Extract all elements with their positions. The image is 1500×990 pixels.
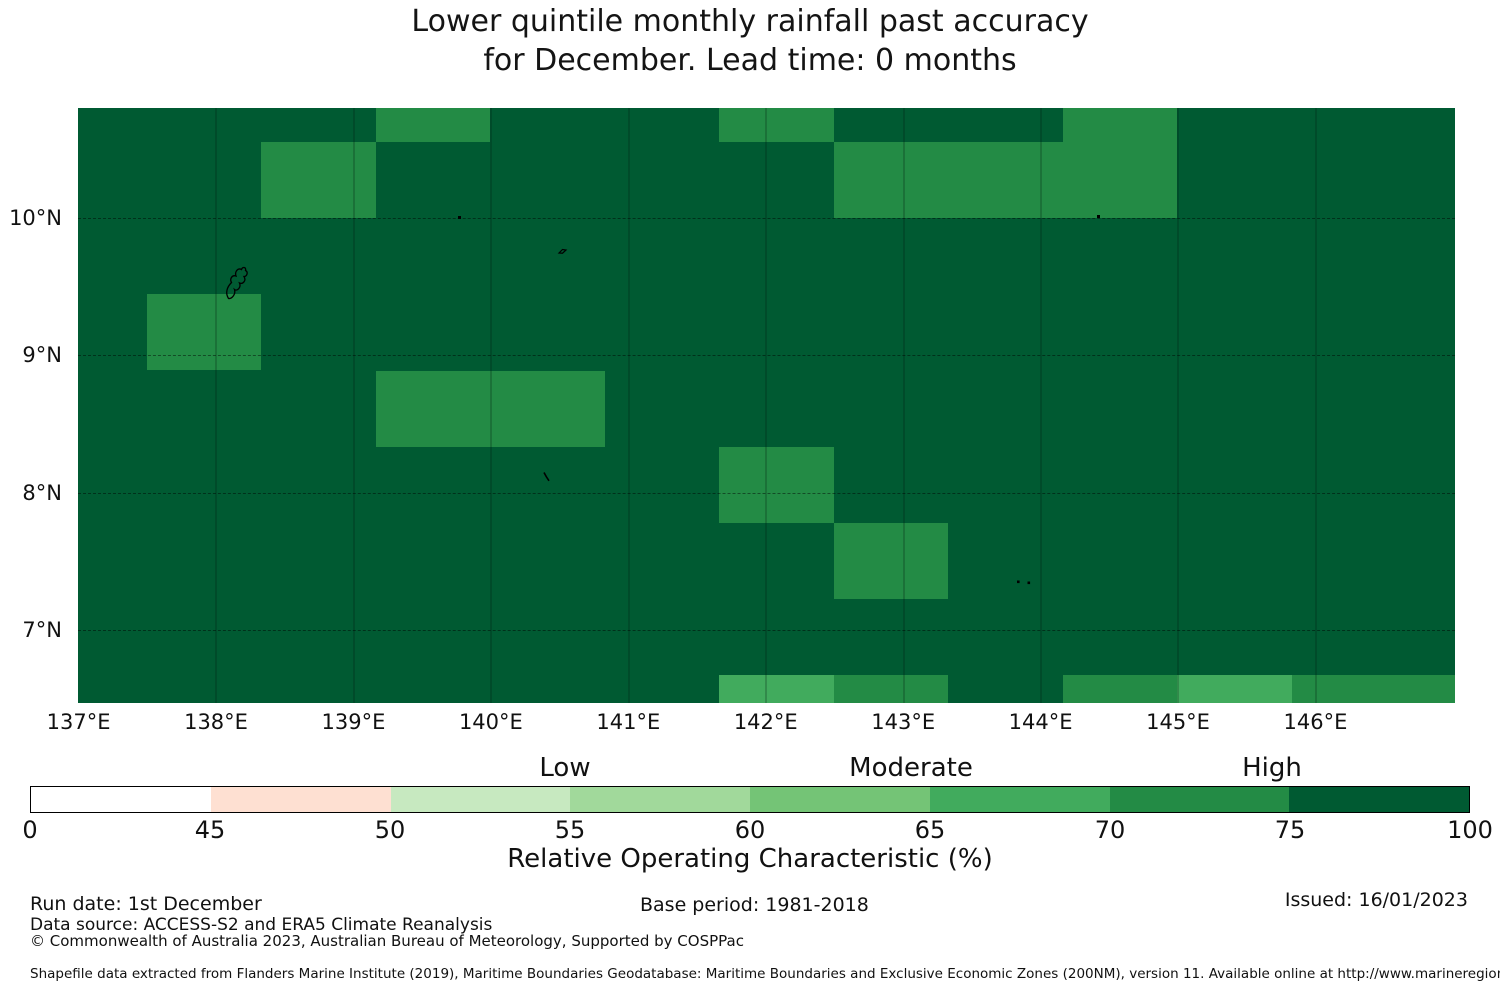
- palau-islands-outline: [226, 266, 248, 300]
- copyright-text: © Commonwealth of Australia 2023, Austra…: [30, 932, 744, 950]
- colorbar-segment: [1289, 787, 1469, 812]
- colorbar: [30, 786, 1470, 813]
- longitude-tick-label: 140°E: [458, 710, 523, 734]
- issued-date-text: Issued: 16/01/2023: [1284, 889, 1468, 911]
- heatmap-cell: [375, 108, 491, 142]
- base-period-text: Base period: 1981-2018: [640, 894, 869, 916]
- heatmap-cell: [146, 294, 262, 371]
- gridline-vertical: [352, 108, 355, 703]
- colorbar-tick-label: 65: [914, 816, 946, 844]
- island-outline-small: [557, 248, 568, 254]
- gridline-horizontal: [78, 492, 1455, 494]
- heatmap-cell: [833, 523, 949, 600]
- heatmap-cell: [1177, 675, 1292, 703]
- colorbar-segment: [1109, 787, 1290, 812]
- latitude-tick-label: 8°N: [22, 480, 62, 505]
- colorbar-segment: [929, 787, 1110, 812]
- longitude-tick-label: 138°E: [184, 710, 248, 734]
- island-squiggle: [543, 472, 550, 482]
- longitude-tick-label: 145°E: [1146, 710, 1210, 734]
- colorbar-tick-label: 50: [374, 816, 406, 844]
- colorbar-axis-label: Relative Operating Characteristic (%): [507, 844, 993, 874]
- colorbar-segment: [210, 787, 391, 812]
- gridline-vertical: [1040, 108, 1042, 703]
- island-dot-icon: [1097, 215, 1100, 218]
- longitude-tick-label: 143°E: [871, 710, 936, 734]
- gridline-vertical: [215, 108, 218, 703]
- heatmap-cell: [719, 446, 834, 523]
- heatmap-cell: [490, 370, 605, 447]
- island-dot-icon: [1027, 581, 1031, 585]
- heatmap-cell: [1406, 675, 1455, 703]
- map-plot-area: [78, 108, 1455, 703]
- heatmap-cell: [719, 108, 834, 142]
- colorbar-segment: [31, 787, 211, 812]
- colorbar-tick-label: 45: [194, 816, 226, 844]
- chart-title-line2: for December. Lead time: 0 months: [483, 43, 1017, 78]
- shapefile-note-text: Shapefile data extracted from Flanders M…: [30, 966, 1500, 982]
- gridline-horizontal: [78, 629, 1455, 631]
- heatmap-cell: [948, 141, 1063, 218]
- data-source-text: Data source: ACCESS-S2 and ERA5 Climate …: [30, 915, 493, 935]
- colorbar-segment: [750, 787, 930, 812]
- colorbar-tick-label: 60: [734, 816, 766, 844]
- heatmap-cell: [833, 141, 949, 218]
- latitude-tick-label: 9°N: [22, 343, 62, 368]
- gridline-vertical: [1177, 108, 1180, 703]
- latitude-tick-label: 10°N: [9, 206, 62, 230]
- run-date-text: Run date: 1st December: [30, 893, 262, 915]
- island-dot-icon: [1017, 580, 1020, 584]
- colorbar-tick-label: 70: [1094, 816, 1126, 844]
- colorbar-tick-label: 100: [1447, 816, 1493, 844]
- gridline-vertical: [490, 108, 493, 703]
- gridline-vertical: [627, 108, 630, 703]
- longitude-tick-label: 139°E: [321, 710, 386, 734]
- heatmap-cell: [375, 370, 491, 447]
- chart-title: Lower quintile monthly rainfall past acc…: [0, 2, 1500, 80]
- island-dot-icon: [458, 216, 461, 219]
- gridline-horizontal: [78, 355, 1455, 357]
- chart-title-line1: Lower quintile monthly rainfall past acc…: [411, 4, 1089, 39]
- longitude-tick-label: 142°E: [733, 710, 798, 734]
- colorbar-tick-label: 0: [22, 816, 38, 844]
- island-shapes: [226, 215, 1100, 585]
- longitude-tick-label: 144°E: [1008, 710, 1073, 734]
- heatmap-cell: [1062, 675, 1178, 703]
- colorbar-tick-label: 55: [554, 816, 586, 844]
- longitude-tick-label: 141°E: [596, 710, 661, 734]
- heatmap-cell: [833, 675, 949, 703]
- gridline-horizontal: [78, 218, 1455, 219]
- colorbar-segment: [570, 787, 750, 812]
- longitude-tick-label: 146°E: [1283, 710, 1348, 734]
- longitude-tick-label: 137°E: [46, 710, 111, 734]
- gridline-vertical: [1314, 108, 1317, 703]
- latitude-tick-label: 7°N: [22, 617, 62, 642]
- colorbar-category-label: Low: [539, 753, 591, 783]
- colorbar-tick-label: 75: [1274, 816, 1306, 844]
- gridline-vertical: [765, 108, 768, 703]
- gridline-vertical: [902, 108, 905, 703]
- heatmap-cell: [1291, 675, 1407, 703]
- colorbar-segment: [390, 787, 571, 812]
- heatmap-cell: [261, 141, 376, 218]
- heatmap-cell: [1062, 141, 1178, 218]
- heatmap-cell: [1062, 108, 1178, 142]
- colorbar-category-label: High: [1242, 753, 1302, 783]
- colorbar-category-label: Moderate: [849, 753, 973, 783]
- heatmap-cell: [719, 675, 834, 703]
